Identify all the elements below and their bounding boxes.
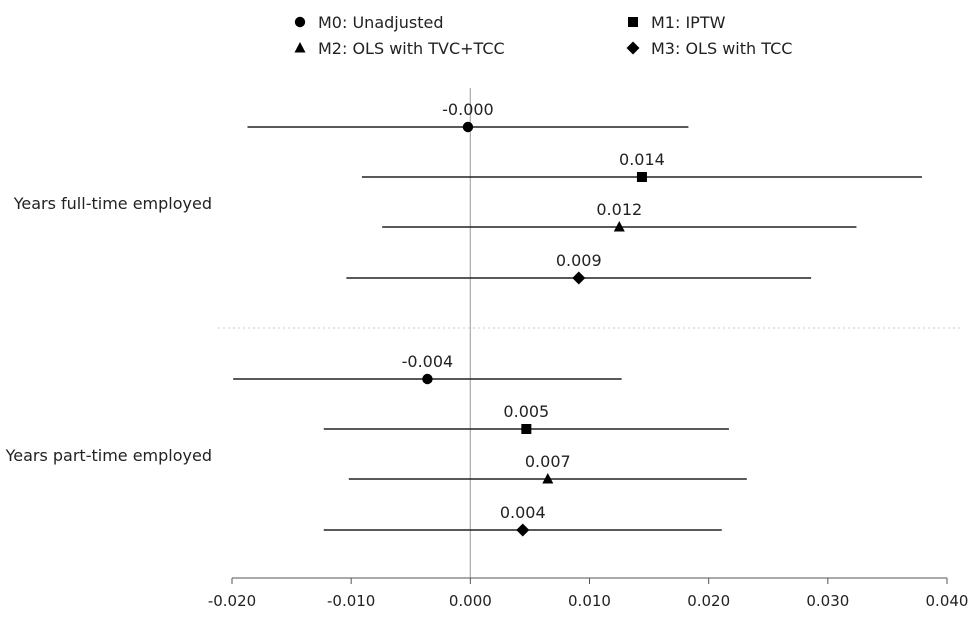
group-label: Years full-time employed (13, 194, 212, 213)
estimate-label: 0.007 (525, 452, 571, 471)
group-label: Years part-time employed (5, 446, 212, 465)
estimate-marker-circle (462, 121, 474, 133)
legend-label: M0: Unadjusted (318, 13, 443, 32)
x-tick-label: -0.020 (208, 592, 256, 610)
x-tick-label: 0.010 (568, 592, 611, 610)
legend-label: M2: OLS with TVC+TCC (318, 39, 505, 58)
estimate-marker-circle (422, 373, 433, 385)
x-tick-label: 0.000 (449, 592, 492, 610)
estimate-marker-triangle (613, 221, 625, 232)
x-tick-label: 0.030 (806, 592, 849, 610)
estimate-label: 0.014 (619, 150, 665, 169)
legend-marker-diamond (626, 41, 640, 55)
estimate-label: 0.004 (500, 503, 546, 522)
x-tick-label: 0.020 (687, 592, 730, 610)
x-tick-label: -0.010 (327, 592, 375, 610)
estimate-label: 0.012 (596, 200, 642, 219)
legend-marker-circle (294, 16, 306, 28)
estimate-label: -0.004 (402, 352, 454, 371)
legend-marker-square (628, 17, 638, 27)
x-tick-label: 0.040 (926, 592, 969, 610)
estimate-marker-diamond (516, 523, 530, 537)
estimate-marker-square (636, 172, 647, 182)
estimate-marker-triangle (542, 473, 554, 484)
estimate-marker-diamond (572, 271, 586, 285)
estimate-label: 0.009 (556, 251, 602, 270)
legend-label: M3: OLS with TCC (651, 39, 792, 58)
legend-marker-triangle (294, 42, 306, 53)
estimate-marker-square (521, 424, 532, 434)
estimate-label: 0.005 (503, 402, 549, 421)
estimate-label: -0.000 (442, 100, 494, 119)
legend-label: M1: IPTW (651, 13, 726, 32)
